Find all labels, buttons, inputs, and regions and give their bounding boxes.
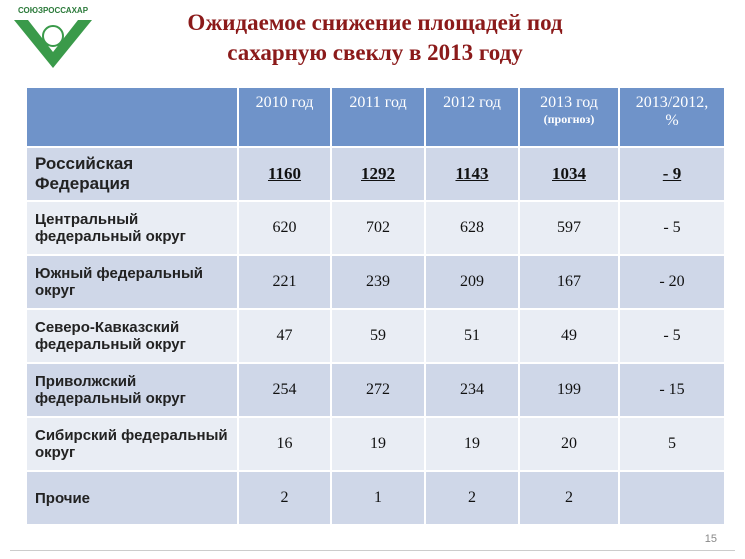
cell: 597 [518, 200, 620, 256]
cell: 1160 [237, 146, 332, 202]
header-text: 2013 год [540, 94, 598, 111]
cell: 19 [424, 416, 520, 472]
cell: 272 [330, 362, 426, 418]
cell: 167 [518, 254, 620, 310]
cell: 620 [237, 200, 332, 256]
title: Ожидаемое снижение площадей под сахарную… [150, 8, 600, 68]
cell: 51 [424, 308, 520, 364]
cell: - 9 [618, 146, 726, 202]
title-line: Ожидаемое снижение площадей под [187, 10, 563, 35]
header-cell: 2011 год [330, 86, 426, 148]
cell [618, 470, 726, 526]
cell: - 5 [618, 308, 726, 364]
title-line: сахарную свеклу в 2013 году [227, 40, 523, 65]
cell: 20 [518, 416, 620, 472]
row-label: Прочие [25, 470, 239, 526]
table-row: Российская Федерация 1160 1292 1143 1034- 9 [25, 146, 726, 202]
header-cell: 2012 год [424, 86, 520, 148]
cell: 628 [424, 200, 520, 256]
cell: 5 [618, 416, 726, 472]
cell: 1034 [518, 146, 620, 202]
cell: 234 [424, 362, 520, 418]
cell: 1143 [424, 146, 520, 202]
table-row: Сибирский федеральный округ 16 19 19 20 5 [25, 416, 726, 472]
cell: 1292 [330, 146, 426, 202]
header-text: 2011 год [349, 94, 407, 111]
cell: - 5 [618, 200, 726, 256]
cell: - 15 [618, 362, 726, 418]
row-label: Северо-Кавказский федеральный округ [25, 308, 239, 364]
cell: 49 [518, 308, 620, 364]
table-row: Прочие 2 1 2 2 [25, 470, 726, 526]
header-cell: 2013 год (прогноз) [518, 86, 620, 148]
cell: 47 [237, 308, 332, 364]
table-row: Северо-Кавказский федеральный округ 47 59 5… [25, 308, 726, 364]
header-text: 2012 год [443, 94, 501, 111]
header-text: 2010 год [255, 94, 314, 111]
cell: 1 [330, 470, 426, 526]
table-row: Приволжский федеральный округ 254 272 234 19… [25, 362, 726, 418]
cell: 19 [330, 416, 426, 472]
table-row: Южный федеральный округ 221 239 209 167- 20 [25, 254, 726, 310]
cell: 254 [237, 362, 332, 418]
cell: 199 [518, 362, 620, 418]
cell: 16 [237, 416, 332, 472]
header-cell: 2010 год [237, 86, 332, 148]
logo-circle [42, 25, 64, 47]
logo-text: СОЮЗРОССАХАР [18, 6, 89, 15]
row-label: Южный федеральный округ [25, 254, 239, 310]
row-label: Приволжский федеральный округ [25, 362, 239, 418]
footer-rule [10, 550, 735, 551]
cell: 702 [330, 200, 426, 256]
page-number: 15 [704, 533, 717, 545]
row-label: Центральный федеральный округ [25, 200, 239, 256]
header-cell [25, 86, 239, 148]
cell: 239 [330, 254, 426, 310]
cell: 2 [424, 470, 520, 526]
cell: 59 [330, 308, 426, 364]
header-row: 2010 год 2011 год 2012 год 2013 год (прогноз… [25, 86, 726, 148]
table-row: Центральный федеральный округ 620 702 628 59… [25, 200, 726, 256]
cell: 2 [237, 470, 332, 526]
header-cell: 2013/2012, % [618, 86, 726, 148]
table: 2010 год 2011 год 2012 год 2013 год (прогноз… [25, 86, 726, 526]
row-label: Сибирский федеральный округ [25, 416, 239, 472]
cell: - 20 [618, 254, 726, 310]
logo-mark [14, 20, 92, 68]
cell: 221 [237, 254, 332, 310]
header-text: 2013/2012, % [635, 94, 709, 129]
logo: СОЮЗРОССАХАР [14, 6, 92, 68]
row-label: Российская Федерация [25, 146, 239, 202]
cell: 209 [424, 254, 520, 310]
cell: 2 [518, 470, 620, 526]
header-note: (прогноз) [543, 112, 595, 126]
